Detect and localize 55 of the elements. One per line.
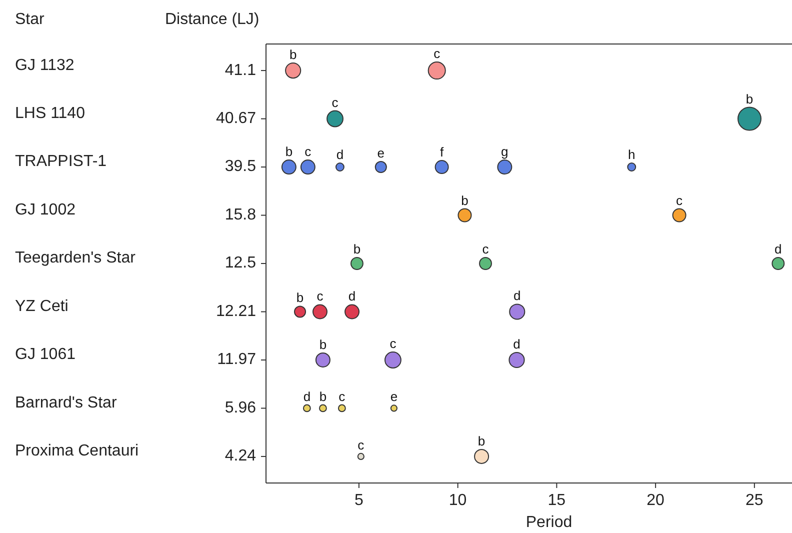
- text: 5.96: [224, 399, 256, 416]
- data-label: b: [461, 192, 468, 208]
- y-tick-label: LHS 1140: [15, 104, 86, 122]
- data-label: e: [390, 389, 398, 404]
- y-tick-label: GJ 1061: [15, 346, 76, 364]
- data-label: b: [478, 433, 486, 448]
- data-label: c: [482, 242, 490, 257]
- x-tick-label: 5: [354, 492, 364, 509]
- data-label: c: [304, 144, 312, 160]
- data-label: b: [319, 388, 327, 404]
- data-label: d: [303, 388, 311, 404]
- x-tick-label: 20: [646, 492, 665, 509]
- data-label: c: [358, 437, 365, 452]
- x-tick-label: 10: [448, 492, 467, 509]
- text: 12.21: [216, 302, 256, 320]
- text: 12.5: [224, 254, 256, 272]
- text: 40.67: [216, 110, 256, 128]
- y-tick-label: GJ 1132: [15, 56, 74, 74]
- text: 4.24: [224, 448, 256, 465]
- x-tick-label: 15: [548, 492, 566, 509]
- data-label: g: [501, 144, 508, 160]
- text: 41.1: [224, 62, 256, 79]
- data-label: c: [316, 288, 324, 304]
- y-tick-label: Teegarden's Star: [15, 250, 136, 267]
- data-label: c: [676, 192, 684, 208]
- data-label: c: [390, 336, 397, 352]
- data-label: c: [338, 388, 346, 404]
- y-axis-title: Star: [15, 11, 46, 28]
- data-label: c: [332, 94, 339, 110]
- text: Distance (LJ): [165, 11, 260, 28]
- data-label: d: [348, 288, 356, 304]
- x-tick-label: 25: [746, 492, 764, 509]
- y-tick-label: GJ 1002: [15, 201, 76, 218]
- data-label: b: [746, 91, 754, 106]
- data-label: d: [513, 336, 520, 352]
- data-label: b: [319, 336, 327, 352]
- text: 39.5: [224, 158, 256, 176]
- data-label: d: [514, 288, 521, 304]
- data-label: b: [289, 46, 297, 62]
- y-tick-label: TRAPPIST-1: [15, 153, 107, 170]
- y-tick-label: Barnard's Star: [15, 394, 118, 412]
- data-label: c: [434, 46, 441, 62]
- data-label: b: [353, 242, 361, 257]
- data-label: b: [285, 144, 293, 160]
- x-axis-title: Period: [526, 514, 572, 531]
- y-tick-label: YZ Ceti: [15, 298, 68, 315]
- data-label: f: [440, 144, 444, 160]
- data-label: e: [377, 146, 385, 160]
- text: 15.8: [224, 206, 256, 224]
- data-label: b: [296, 290, 304, 306]
- data-label: d: [336, 147, 344, 162]
- data-label: h: [628, 147, 636, 162]
- data-label: d: [774, 242, 782, 257]
- text: 11.97: [217, 351, 256, 368]
- y-tick-label: Proxima Centauri: [15, 442, 139, 460]
